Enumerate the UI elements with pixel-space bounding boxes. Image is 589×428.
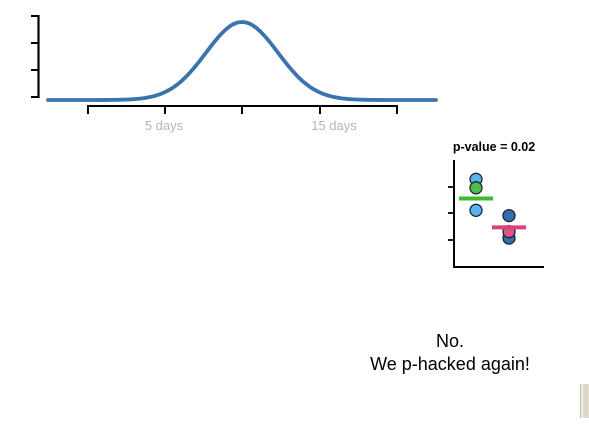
- data-point: [469, 203, 483, 217]
- caption-line-phacked: We p-hacked again!: [370, 354, 530, 374]
- pvalue-chart-title: p-value = 0.02: [453, 140, 535, 154]
- distribution-x-tick-label: 5 days: [145, 118, 184, 133]
- data-point: [502, 208, 516, 223]
- slide-caption: No. We p-hacked again!: [340, 330, 560, 376]
- distribution-panel: 5 days 15 days: [31, 15, 438, 133]
- pvalue-chart-marks: [459, 172, 526, 245]
- corner-image-fragment: [580, 384, 589, 418]
- data-point: [469, 181, 483, 195]
- caption-line-no: No.: [435, 331, 464, 351]
- distribution-x-tick-label: 15 days: [311, 118, 357, 133]
- distribution-curve: [46, 20, 438, 102]
- pvalue-chart: p-value = 0.02: [448, 140, 544, 268]
